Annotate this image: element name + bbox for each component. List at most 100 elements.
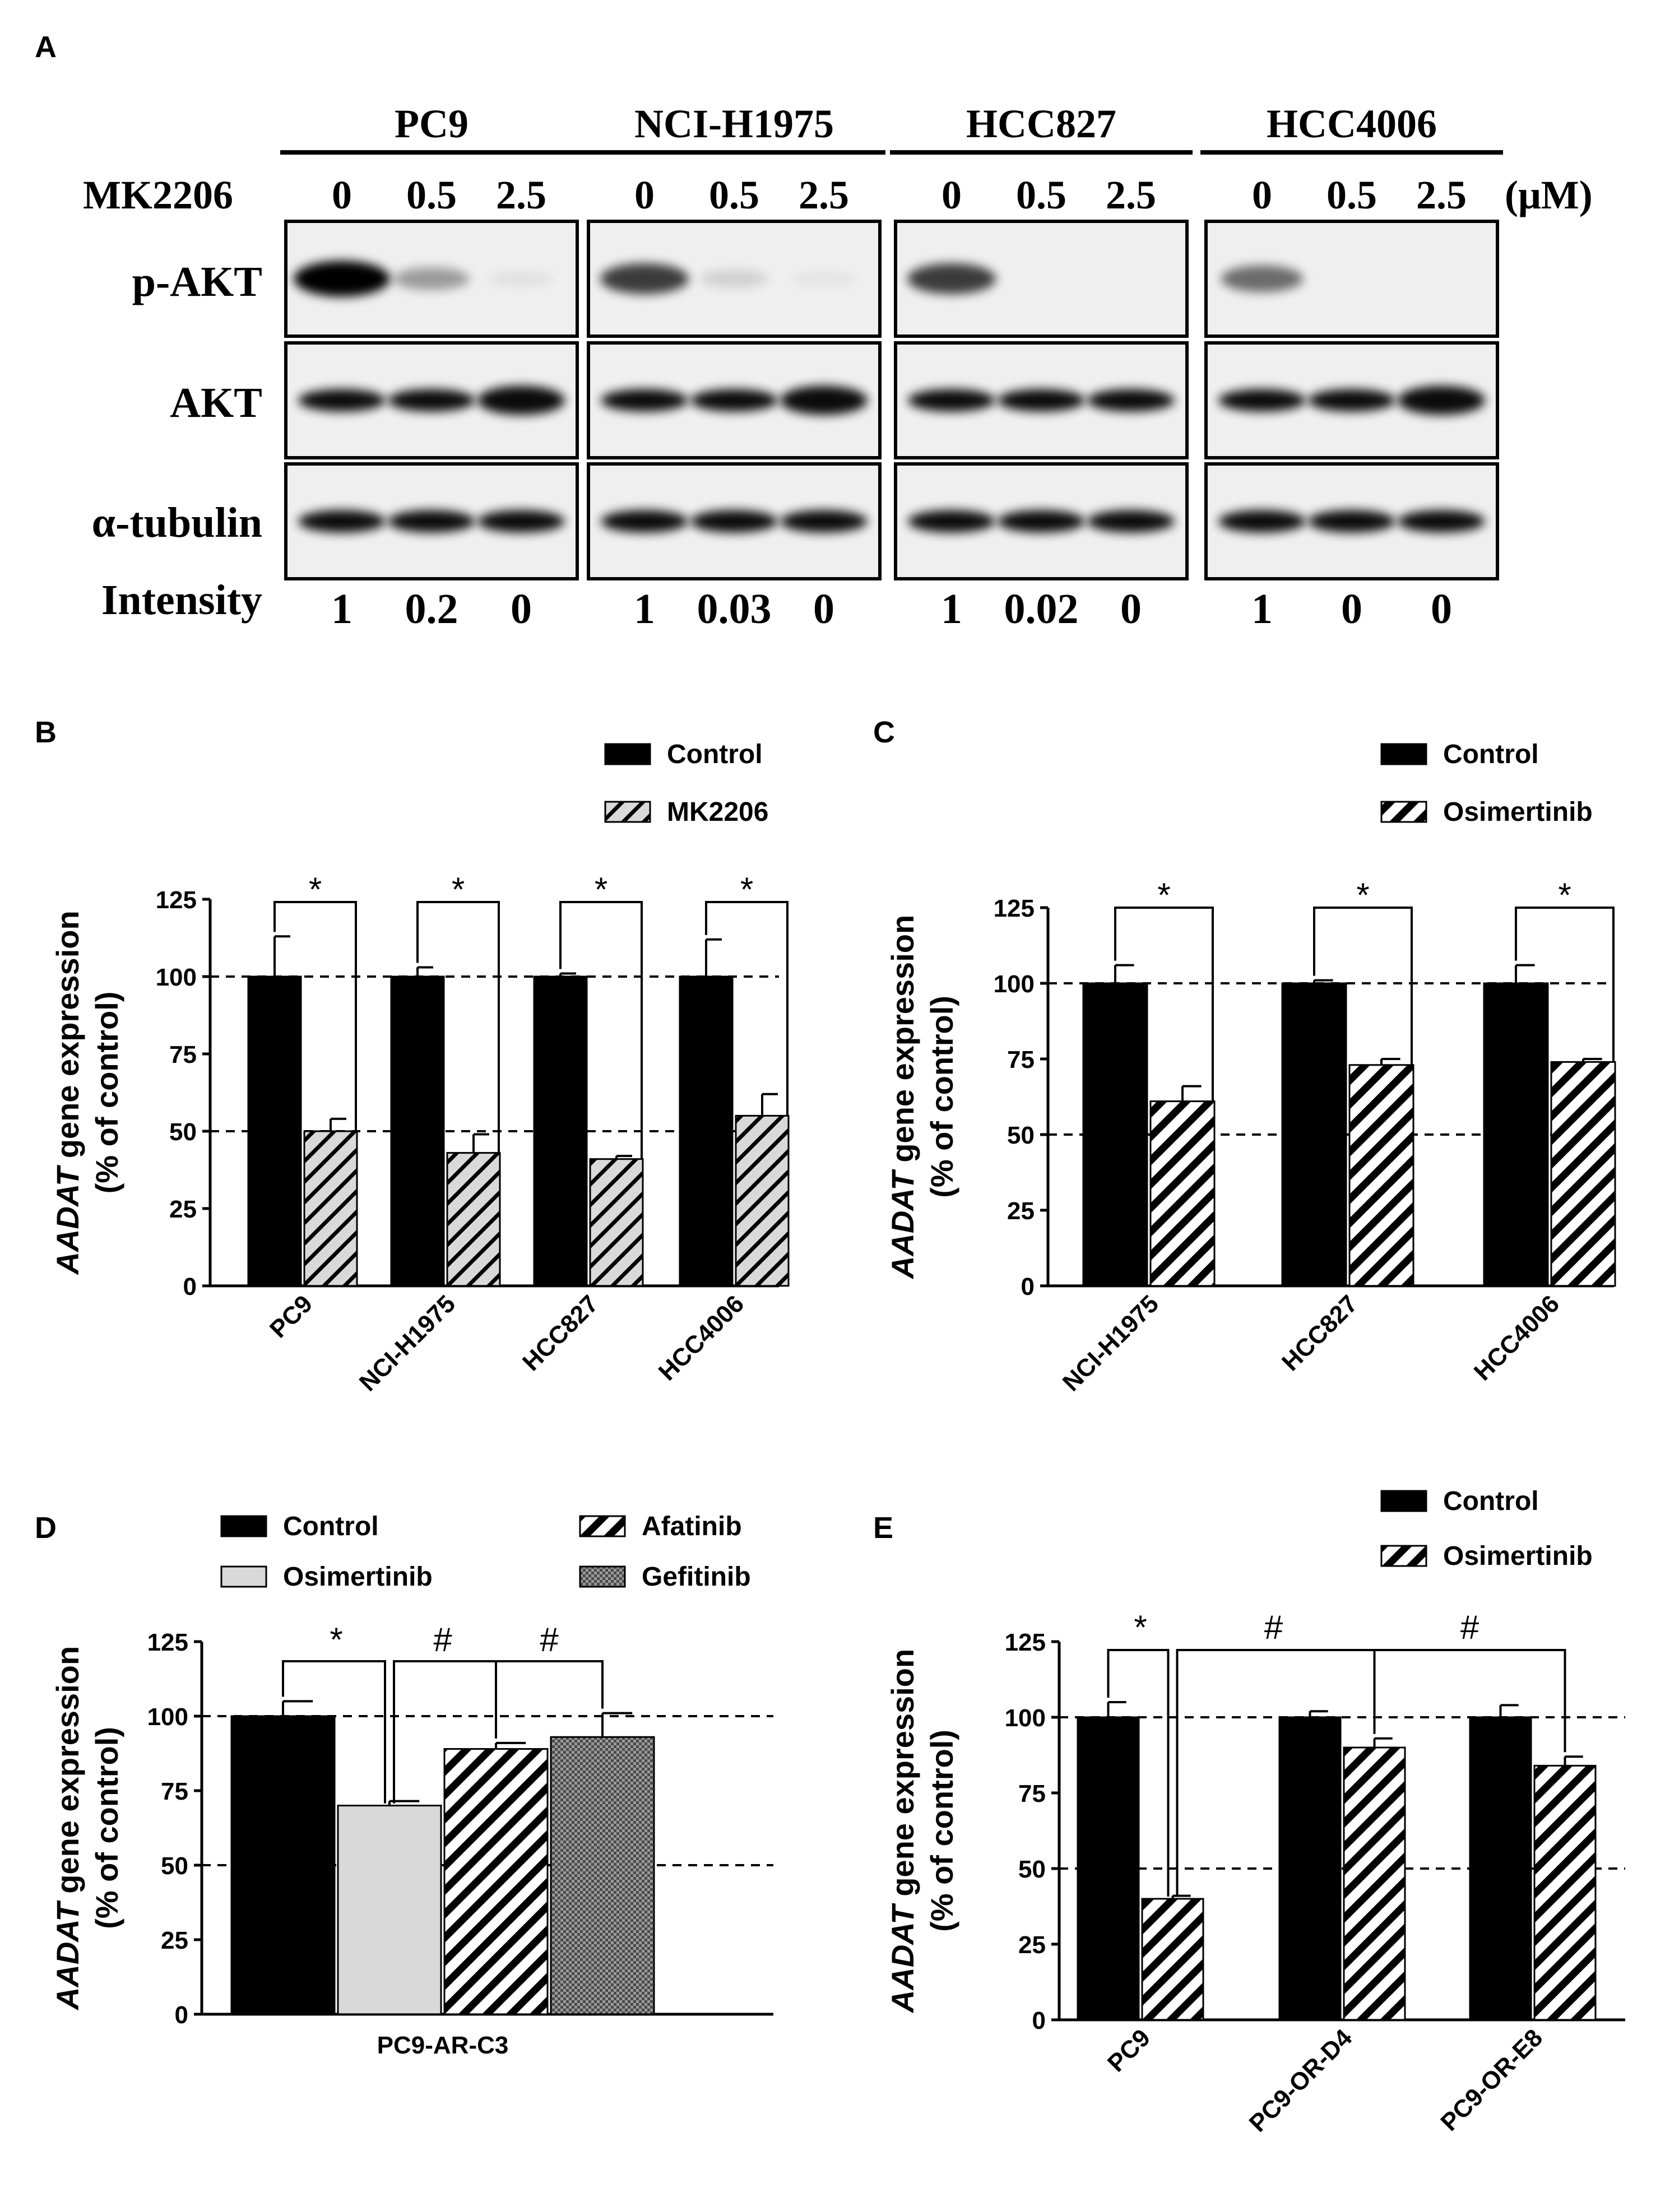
blot-band — [298, 510, 386, 533]
category-label: NCI-H1975 — [1058, 1290, 1164, 1396]
y-tick-label: 0 — [175, 2001, 188, 2029]
significance-bracket — [1176, 1649, 1566, 1897]
y-tick-label: 50 — [169, 1118, 197, 1146]
y-tick-label: 75 — [1007, 1046, 1035, 1074]
dose-label: 2.5 — [1106, 173, 1156, 217]
legend-swatch-osimertinib — [220, 1565, 267, 1588]
blot-band — [1221, 265, 1304, 292]
legend-swatch-control — [1380, 1490, 1427, 1512]
significance-marker: # — [540, 1621, 559, 1658]
y-tick-label: 50 — [161, 1852, 188, 1880]
blot-band — [477, 385, 565, 415]
category-label: PC9-OR-E8 — [1435, 2024, 1548, 2136]
bar-control — [679, 975, 734, 1287]
bar-osimertinib — [337, 1805, 442, 2015]
row-label-alpha-tubulin: α-tubulin — [92, 499, 262, 546]
bar-afatinib — [443, 1748, 549, 2015]
legend-label: Control — [283, 1512, 379, 1541]
bar-control — [533, 975, 588, 1287]
dose-label: 0.5 — [1326, 173, 1377, 217]
intensity-value: 1 — [634, 585, 655, 633]
y-tick-label: 125 — [156, 886, 197, 914]
significance-bracket — [282, 1660, 386, 1804]
blot-band — [908, 389, 995, 412]
category-label: PC9-AR-C3 — [377, 2032, 509, 2059]
cell-line-group: HCC4006 0 0.5 2.5 1 0 0 — [1200, 101, 1503, 633]
bar-mk2206 — [735, 1114, 790, 1287]
panel-letter: C — [873, 715, 895, 749]
y-axis-label-rest: gene expression — [885, 1649, 920, 1906]
panel-letter-a: A — [35, 30, 57, 64]
blot-band — [790, 270, 857, 287]
treatment-label: MK2206 — [83, 173, 233, 217]
panel-letter: D — [35, 1511, 57, 1545]
bar-mk2206 — [446, 1152, 501, 1287]
legend-label: Control — [667, 740, 763, 769]
row-label-p-akt: p-AKT — [132, 258, 262, 305]
intensity-value: 1 — [1251, 585, 1273, 633]
bar-osimertinib — [1343, 1746, 1406, 2021]
y-axis-label: AADAT gene expression — [885, 1649, 920, 2014]
significance-marker: # — [1264, 1609, 1283, 1646]
cell-line-group: PC9 0 0.5 2.5 1 0.2 0 — [280, 101, 583, 633]
intensity-value: 0.2 — [405, 585, 458, 633]
intensity-value: 1 — [941, 585, 962, 633]
y-axis-label-italic: AADAT — [885, 1903, 920, 2014]
y-axis-label-line2: (% of control) — [924, 1730, 959, 1932]
legend-swatch-gefitinib — [579, 1565, 626, 1588]
category-label: PC9 — [1102, 2024, 1156, 2077]
blot-band — [294, 261, 390, 297]
intensity-value: 0 — [813, 585, 834, 633]
category-label: HCC827 — [517, 1290, 604, 1376]
dose-label: 0 — [1252, 173, 1272, 217]
blot-band — [699, 269, 769, 288]
significance-bracket — [559, 901, 643, 1159]
y-axis-label-rest: gene expression — [50, 1646, 85, 1903]
y-tick-label: 25 — [161, 1927, 188, 1954]
legend-swatch-afatinib — [579, 1515, 626, 1537]
y-tick-label: 25 — [1007, 1197, 1035, 1225]
y-tick-label: 25 — [169, 1196, 197, 1223]
intensity-value: 0 — [1431, 585, 1452, 633]
blot-band — [1087, 510, 1175, 533]
cell-line-name: PC9 — [395, 101, 469, 146]
y-tick-label: 25 — [1018, 1931, 1046, 1959]
y-tick-label: 50 — [1018, 1856, 1046, 1883]
legend-swatch-control — [220, 1515, 267, 1537]
y-tick-label: 75 — [1018, 1780, 1046, 1807]
blot-band — [780, 510, 868, 533]
legend-label: Gefitinib — [642, 1562, 751, 1592]
legend-label: Control — [1443, 1486, 1539, 1516]
bar-osimertinib — [1149, 1100, 1216, 1287]
bar-mk2206 — [589, 1158, 644, 1287]
category-label: NCI-H1975 — [354, 1290, 461, 1396]
category-label: HCC4006 — [653, 1290, 749, 1386]
blot-band — [1308, 389, 1395, 412]
significance-marker: * — [1157, 876, 1170, 914]
y-tick-label: 0 — [1032, 2007, 1046, 2034]
y-axis-label-italic: AADAT — [50, 1900, 85, 2011]
significance-bracket — [705, 901, 789, 1116]
panel-letter: E — [873, 1511, 893, 1545]
dose-label: 0 — [941, 173, 962, 217]
blot-band — [1218, 510, 1306, 533]
blot-band — [1398, 510, 1485, 533]
significance-marker: # — [1460, 1609, 1479, 1646]
legend-label: Osimertinib — [1443, 797, 1593, 827]
dose-unit: (μM) — [1505, 173, 1593, 217]
blot-band — [998, 389, 1085, 412]
blot-band — [1308, 510, 1395, 533]
bar-osimertinib — [1348, 1064, 1414, 1287]
y-tick-label: 100 — [1005, 1704, 1046, 1732]
bar-osimertinib — [1533, 1764, 1597, 2021]
significance-marker: * — [1558, 876, 1571, 914]
row-label-akt: AKT — [170, 379, 262, 426]
significance-marker: * — [740, 871, 753, 908]
y-tick-label: 100 — [994, 970, 1035, 998]
significance-marker: * — [330, 1621, 342, 1658]
significance-marker: * — [1134, 1609, 1147, 1646]
y-tick-label: 0 — [183, 1273, 197, 1300]
significance-bracket — [1515, 907, 1615, 1062]
